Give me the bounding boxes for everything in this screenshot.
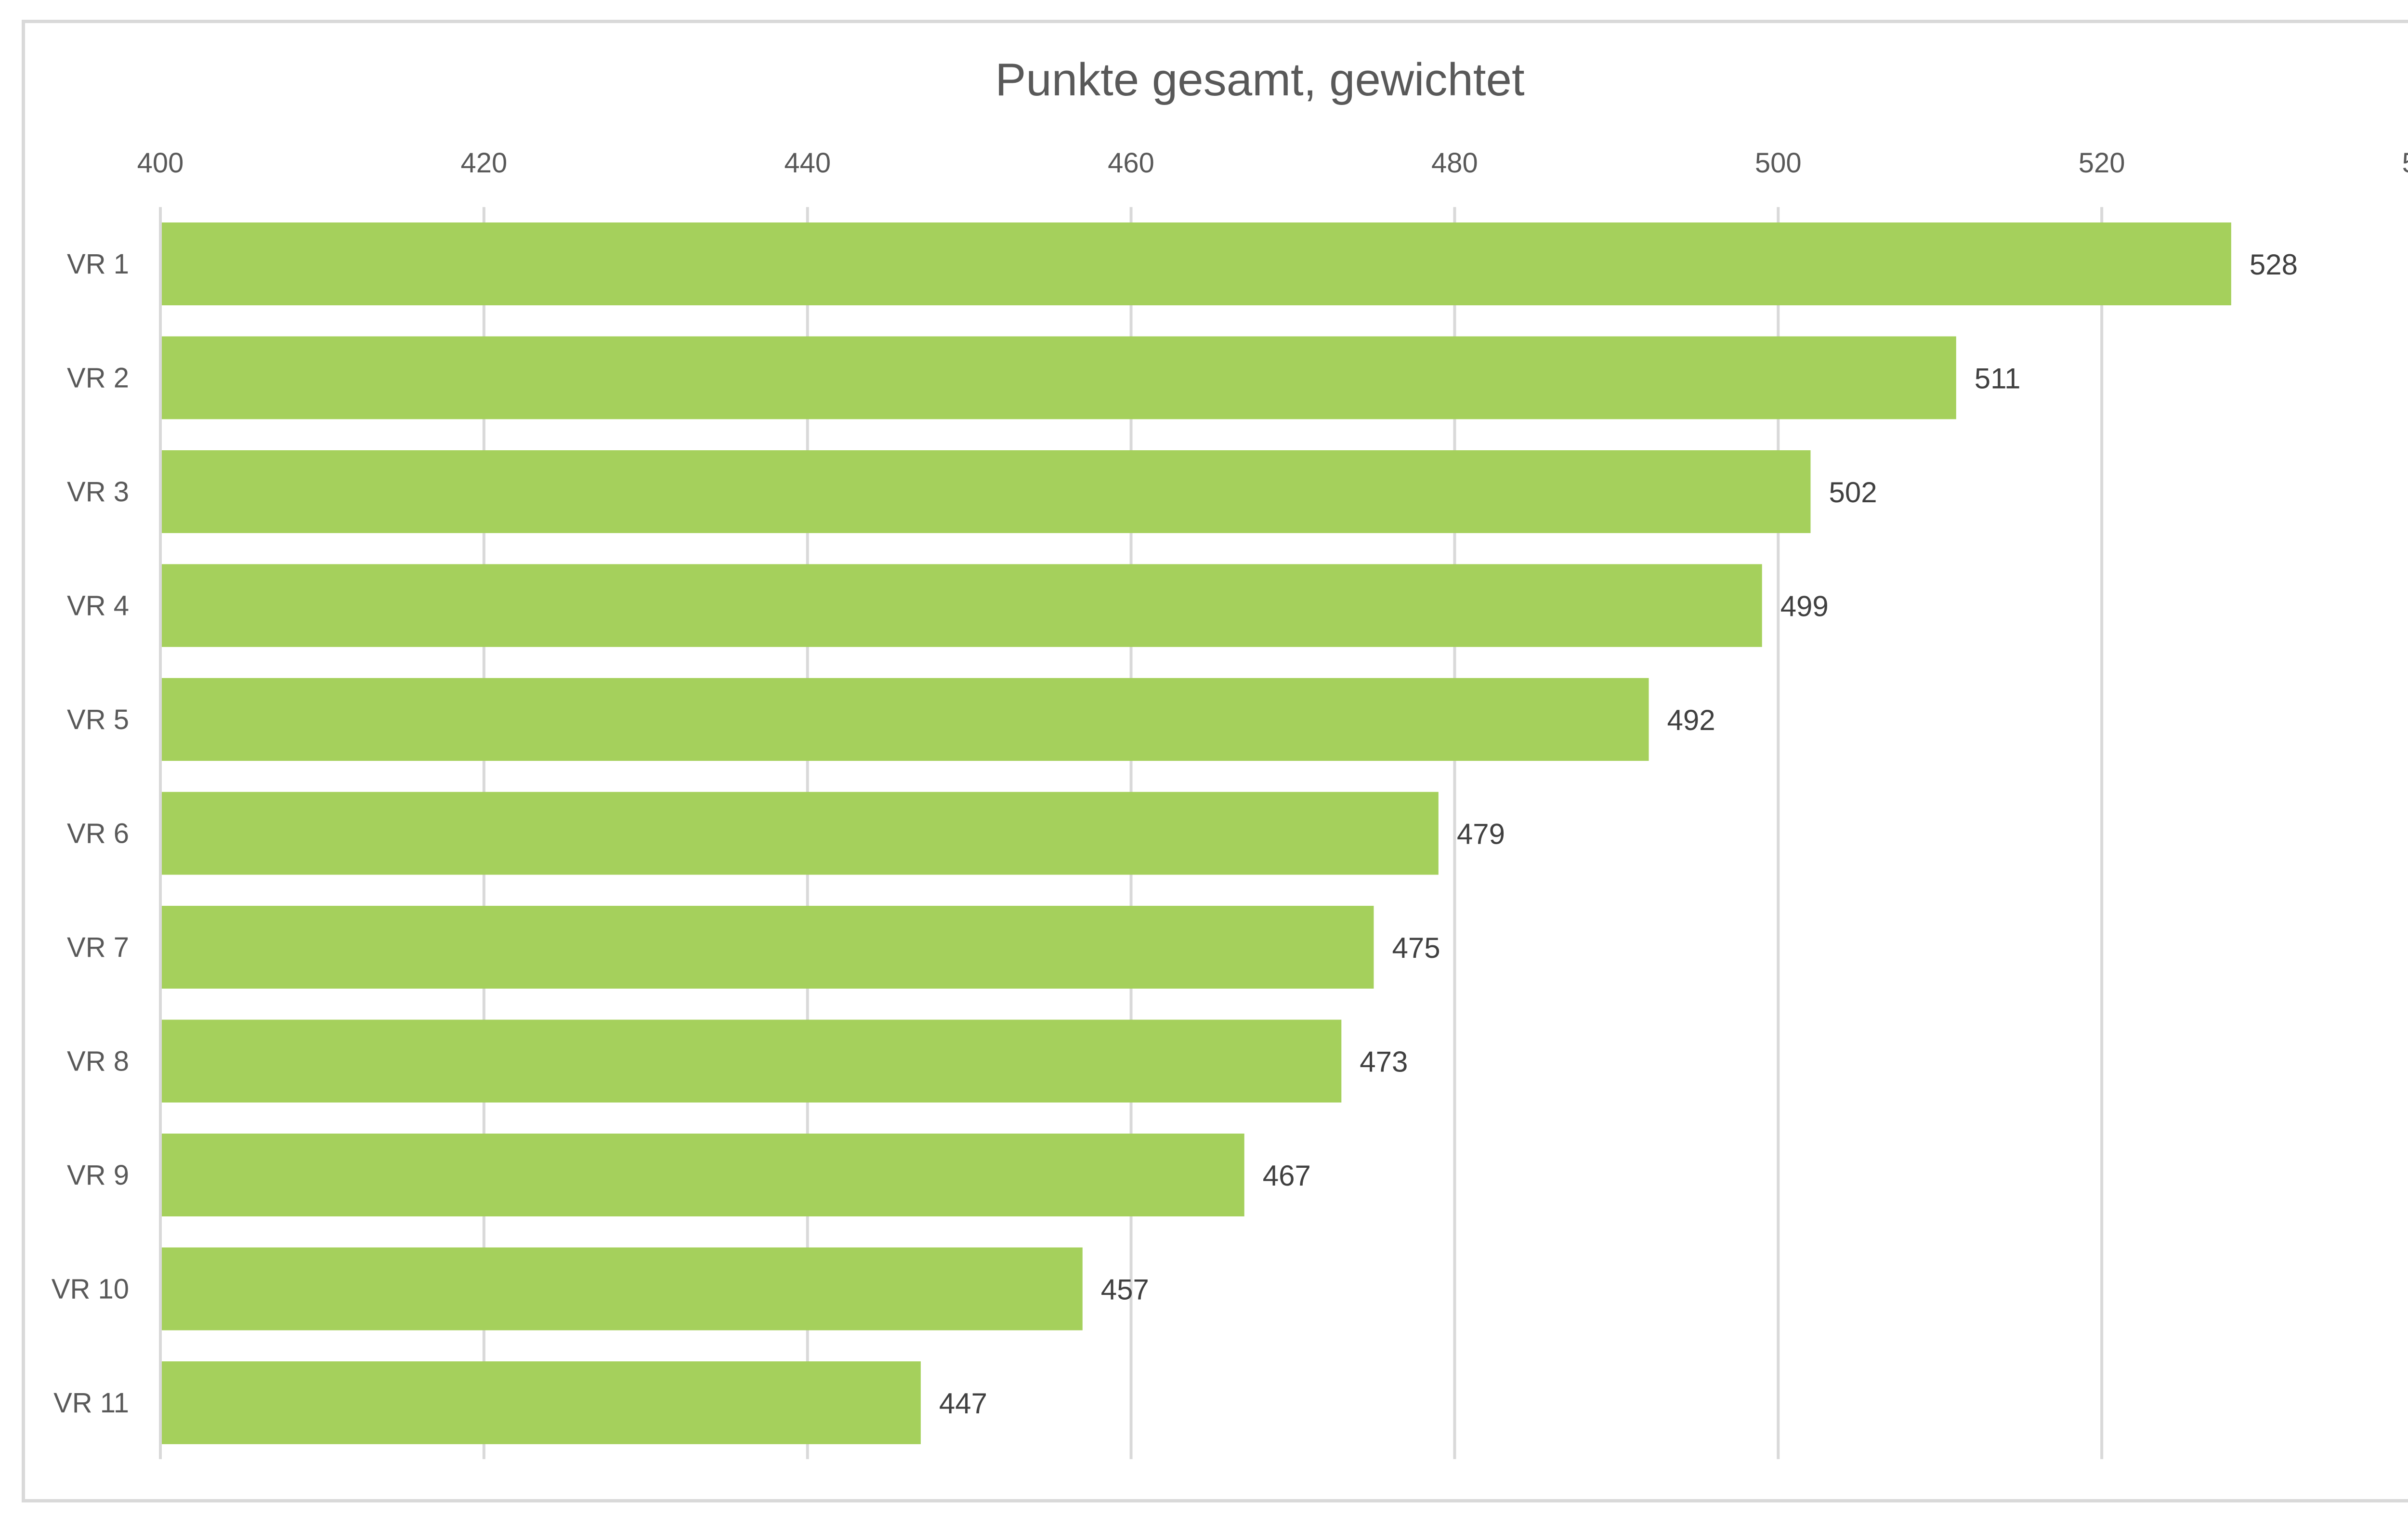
x-tick-label: 540 [2402,147,2408,179]
category-label: VR 9 [67,1160,129,1191]
category-label: VR 3 [67,476,129,508]
category-label: VR 4 [67,590,129,622]
bar [162,1134,1244,1216]
bar [162,450,1811,533]
x-tick-label: 480 [1431,147,1478,179]
x-tick-label: 420 [460,147,507,179]
category-label: VR 2 [67,363,129,394]
category-label: VR 11 [53,1387,129,1419]
x-tick-label: 400 [137,147,184,179]
x-tick-label: 460 [1108,147,1154,179]
data-label: 492 [1667,704,1715,736]
bar [162,792,1439,875]
data-label: 511 [1975,363,2021,395]
x-tick-label: 500 [1755,147,1802,179]
category-label: VR 6 [67,818,129,849]
data-label: 467 [1263,1160,1311,1192]
y-axis-categories: VR 1 VR 2 VR 3 VR 4 VR 5 VR 6 VR 7 VR 8 VR 9 VR 1… [52,248,129,1419]
bar [162,1247,1083,1331]
category-label: VR 10 [52,1274,129,1305]
data-label: 528 [2250,248,2298,281]
bars [162,222,2231,1444]
bar [162,1019,1342,1103]
data-label: 499 [1780,590,1829,623]
data-label: 475 [1392,932,1440,964]
x-tick-label: 440 [784,147,831,179]
data-label: 479 [1457,818,1505,850]
data-label: 457 [1101,1274,1149,1306]
category-label: VR 7 [67,932,129,963]
data-label: 473 [1360,1046,1408,1078]
x-tick-label: 520 [2079,147,2125,179]
bar [162,906,1374,989]
bar [162,1361,921,1444]
bar [162,336,1956,419]
category-label: VR 5 [67,704,129,735]
category-label: VR 1 [67,248,129,280]
bar [162,678,1649,761]
data-labels: 528 511 502 499 492 479 475 473 467 457 447 [939,248,2298,1420]
category-label: VR 8 [67,1046,129,1077]
chart-title: Punkte gesamt, gewichtet [995,54,1524,105]
data-label: 502 [1829,476,1877,509]
data-label: 447 [939,1387,987,1420]
bar [162,222,2231,305]
bar [162,564,1762,647]
x-axis-ticks: 400 420 440 460 480 500 520 540 [137,147,2408,179]
